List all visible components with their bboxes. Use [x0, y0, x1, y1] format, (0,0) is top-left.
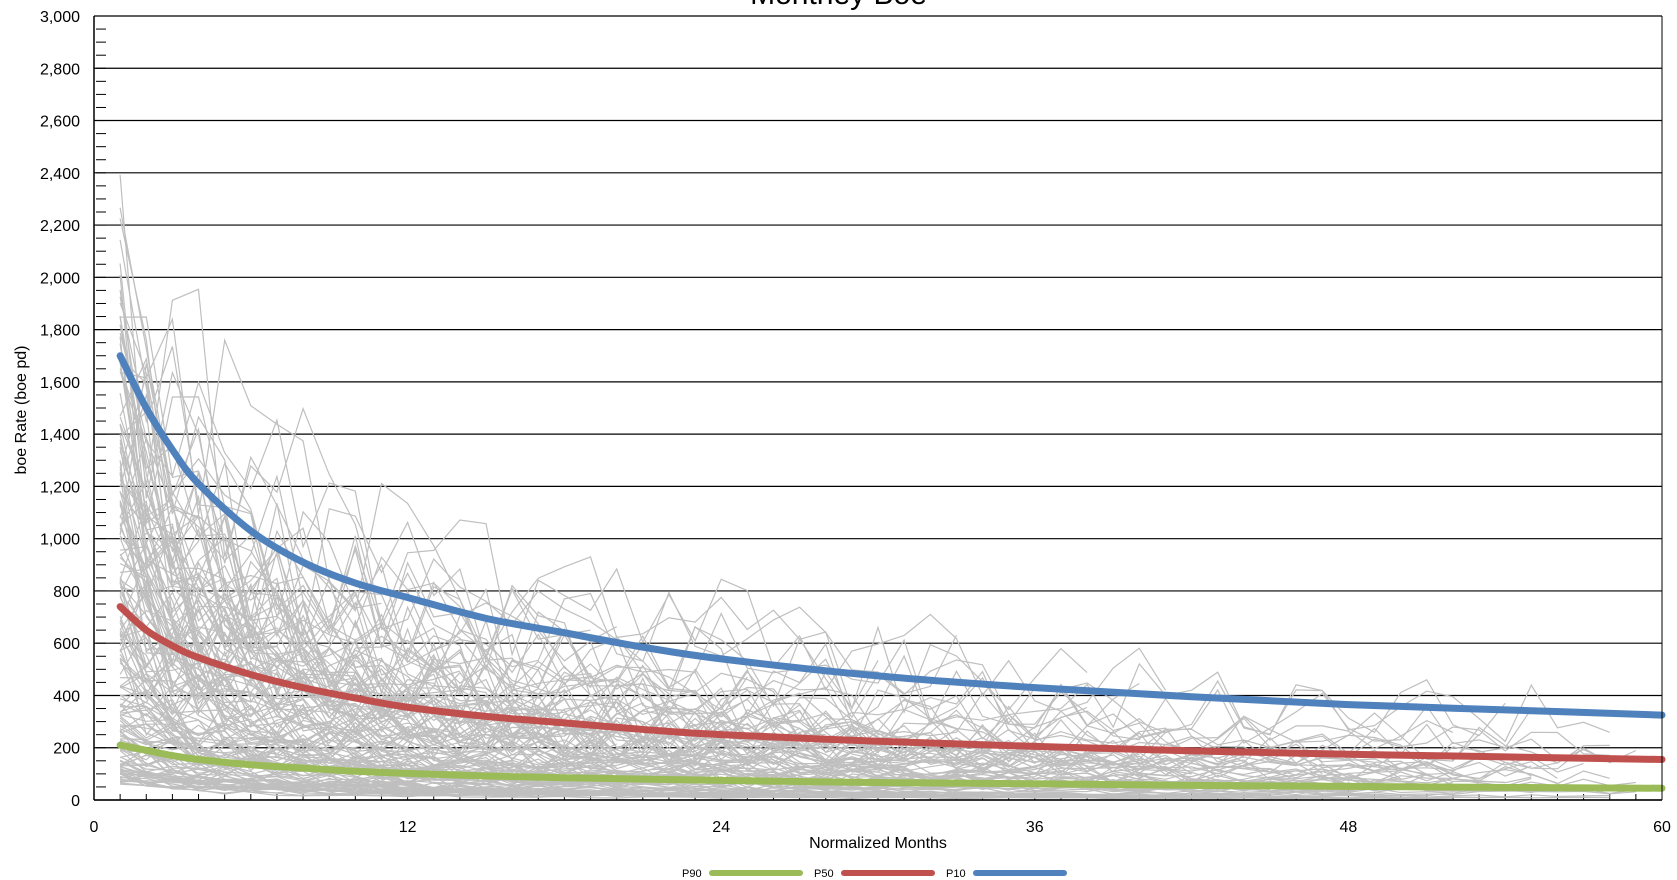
well-trace: [119, 392, 670, 720]
x-axis-label: Normalized Months: [809, 835, 947, 852]
well-trace: [119, 633, 748, 783]
well-trace: [119, 460, 879, 774]
well-trace: [119, 363, 1610, 743]
well-trace: [119, 392, 591, 688]
series-line-p90: [116, 741, 1666, 792]
well-trace: [119, 263, 1610, 768]
y-tick-label: 1,200: [40, 479, 80, 496]
y-tick-label: 1,000: [40, 532, 80, 549]
well-trace: [119, 500, 252, 701]
well-trace: [120, 546, 1427, 782]
well-trace: [119, 436, 827, 738]
well-trace: [119, 592, 1140, 768]
x-tick-label: 60: [1653, 819, 1671, 836]
well-trace: [119, 768, 565, 794]
well-trace: [119, 502, 748, 756]
y-tick-labels: 0 200 400 600 800 1,000 1,200 1,400 1,600 1,800 2,…: [40, 9, 80, 810]
well-trace: [119, 317, 1088, 715]
well-trace: [119, 473, 1428, 787]
y-tick-label: 0: [71, 793, 80, 810]
well-trace: [119, 368, 957, 695]
y-tick-label: 2,800: [40, 61, 80, 78]
well-trace: [119, 479, 539, 739]
well-trace: [119, 582, 435, 752]
x-tick-label: 24: [712, 819, 730, 836]
y-tick-label: 1,800: [40, 323, 80, 340]
x-tick-label: 36: [1026, 819, 1044, 836]
y-tick-label: 3,000: [40, 9, 80, 26]
axes: [93, 16, 1663, 801]
y-tick-label: 1,600: [40, 375, 80, 392]
well-trace: [119, 586, 252, 711]
y-tick-label: 2,000: [40, 270, 80, 287]
series-line-p10: [116, 352, 1666, 719]
legend-item-p50: P50: [814, 868, 935, 880]
well-trace: [119, 541, 748, 718]
x-tick-label: 0: [90, 819, 99, 836]
well-trace: [119, 207, 1140, 729]
y-axis-label: boe Rate (boe pd): [13, 346, 30, 475]
legend-label: P50: [814, 868, 834, 880]
series-line-p50: [116, 603, 1666, 763]
well-trace: [119, 490, 1035, 753]
legend-item-p10: P10: [946, 868, 1067, 880]
well-trace: [119, 356, 382, 639]
x-tick-label: 48: [1340, 819, 1358, 836]
y-tick-label: 2,600: [40, 114, 80, 131]
legend-label: P90: [682, 868, 702, 880]
well-trace: [119, 296, 591, 660]
well-trace: [120, 764, 957, 795]
well-trace: [119, 503, 1480, 762]
well-trace: [119, 290, 905, 750]
legend-item-p90: P90: [682, 868, 803, 880]
chart-title: Montney Boe: [0, 0, 1677, 12]
well-trace: [119, 174, 1532, 749]
x-tick-labels: 0 12 24 36 48 60: [90, 819, 1671, 836]
y-tick-label: 2,200: [40, 218, 80, 235]
y-tick-label: 200: [53, 741, 80, 758]
percentile-curves: [116, 352, 1666, 792]
well-trace: [119, 362, 1610, 785]
x-tick-label: 12: [399, 819, 417, 836]
well-trace: [119, 685, 1532, 784]
well-trace: [120, 771, 251, 792]
well-trace: [119, 609, 409, 720]
gridlines: [94, 15, 1662, 801]
legend: P90 P50 P10: [682, 868, 1067, 880]
legend-label: P10: [946, 868, 966, 880]
y-tick-label: 800: [53, 584, 80, 601]
well-trace: [119, 701, 1506, 786]
well-trace: [119, 625, 1166, 766]
y-tick-label: 400: [53, 688, 80, 705]
well-trace: [119, 466, 1009, 752]
well-trace: [119, 361, 670, 740]
well-trace: [119, 583, 1244, 770]
well-trace: [119, 579, 1558, 780]
well-trace: [119, 773, 591, 798]
y-tick-label: 2,400: [40, 166, 80, 183]
y-tick-label: 600: [53, 636, 80, 653]
well-trace: [119, 769, 1375, 799]
well-trace: [119, 239, 1454, 750]
y-tick-label: 1,400: [40, 427, 80, 444]
